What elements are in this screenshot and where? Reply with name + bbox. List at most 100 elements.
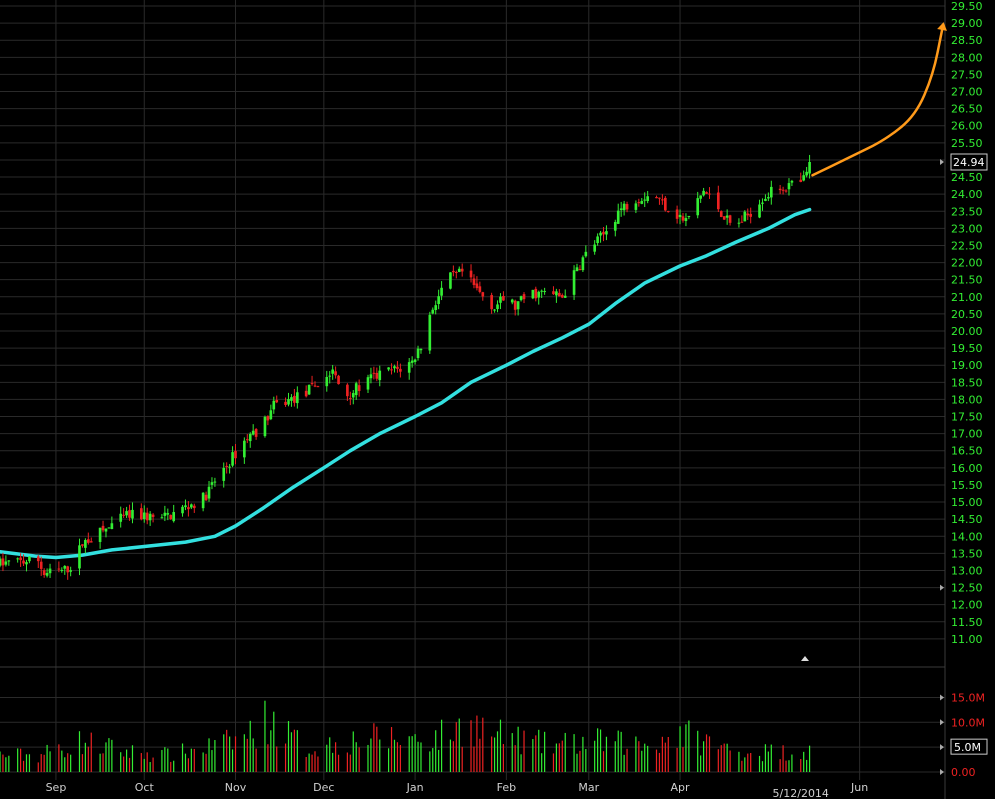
candle-body <box>390 369 393 371</box>
candle-body <box>522 294 526 300</box>
tick-pointer-icon <box>940 584 944 591</box>
candle-body <box>325 376 329 387</box>
last-price-label: 24.94 <box>953 156 985 169</box>
candle-body <box>449 272 452 289</box>
candle-body <box>131 509 134 519</box>
candle-body <box>60 569 64 571</box>
candle-body <box>625 204 629 210</box>
y-tick-label: 21.50 <box>951 274 983 287</box>
scroll-up-icon[interactable] <box>801 656 809 661</box>
candle-body <box>145 512 149 521</box>
candle-body <box>540 290 544 292</box>
y-tick-label: 12.00 <box>951 599 983 612</box>
candle-body <box>4 561 8 565</box>
tick-pointer-icon <box>940 769 944 775</box>
price-grid <box>0 0 945 667</box>
candle-body <box>413 359 417 362</box>
y-tick-label: 17.50 <box>951 411 983 424</box>
candle-body <box>210 482 214 485</box>
y-tick-label: 11.00 <box>951 633 983 646</box>
candle-body <box>437 296 440 305</box>
candle-body <box>452 270 455 273</box>
candle-body <box>428 314 432 351</box>
candle-body <box>399 368 402 372</box>
candle-body <box>251 430 255 435</box>
projection-curve <box>811 28 944 177</box>
candle-body <box>634 203 638 210</box>
candle-body <box>434 305 438 311</box>
candle-body <box>346 384 349 397</box>
candle-body <box>296 392 299 404</box>
candle-body <box>351 393 355 398</box>
candle-body <box>575 267 579 272</box>
candle-body <box>531 289 535 299</box>
candle-body <box>481 292 485 297</box>
last-price-box <box>950 153 988 171</box>
volume-tick-label: 5.0M <box>954 741 981 754</box>
projection-layer <box>811 22 947 177</box>
candle-body <box>125 511 128 516</box>
y-tick-label: 26.00 <box>951 120 983 133</box>
y-tick-label: 14.00 <box>951 530 983 543</box>
candle-body <box>719 211 723 217</box>
candle-body <box>328 375 332 377</box>
x-tick-label: Feb <box>497 781 516 794</box>
candle-body <box>787 183 791 190</box>
candle-body <box>192 505 196 509</box>
y-tick-label: 13.50 <box>951 547 983 560</box>
candle-body <box>802 175 806 181</box>
candle-body <box>181 506 184 514</box>
candle-body <box>266 416 270 421</box>
candle-body <box>234 450 237 459</box>
candle-body <box>722 216 726 220</box>
candle-body <box>740 221 744 223</box>
candle-body <box>799 179 803 182</box>
candle-body <box>16 558 19 560</box>
y-tick-label: 14.50 <box>951 513 983 526</box>
candle-body <box>781 189 785 191</box>
candle-body <box>375 372 379 379</box>
candle-body <box>599 232 602 236</box>
candle-body <box>658 197 661 199</box>
x-tick-label: Oct <box>135 781 155 794</box>
candle-body <box>184 505 187 508</box>
candle-body <box>263 416 267 437</box>
candle-body <box>349 397 352 399</box>
candle-body <box>19 557 22 561</box>
candle-body <box>687 215 691 217</box>
candle-body <box>163 512 167 516</box>
y-tick-label: 23.00 <box>951 222 983 235</box>
candle-body <box>354 383 358 396</box>
moving-average-line <box>0 207 812 560</box>
candle-body <box>681 216 685 221</box>
candle-body <box>248 433 252 442</box>
candle-body <box>128 510 131 518</box>
candle-body <box>805 171 808 176</box>
candle-body <box>107 527 111 529</box>
candle-body <box>213 481 217 483</box>
candle-body <box>331 369 334 374</box>
candle-body <box>166 513 170 515</box>
y-tick-label: 28.50 <box>951 34 983 47</box>
x-tick-label: Jun <box>850 781 868 794</box>
candle-body <box>699 195 702 199</box>
candle-body <box>640 201 644 204</box>
candle-body <box>457 268 461 272</box>
candle-body <box>705 192 708 194</box>
candle-body <box>702 190 705 196</box>
candle-body <box>643 199 647 201</box>
y-tick-label: 19.50 <box>951 342 983 355</box>
candle-body <box>502 295 505 301</box>
candle-body <box>496 304 499 310</box>
y-tick-label: 16.50 <box>951 445 983 458</box>
candle-body <box>293 395 296 403</box>
candle-body <box>743 211 747 222</box>
candle-body <box>172 512 176 522</box>
candle-body <box>204 494 208 501</box>
candle-body <box>478 286 482 292</box>
candle-body <box>378 370 382 381</box>
y-tick-label: 18.50 <box>951 376 983 389</box>
candle-body <box>57 568 61 570</box>
last-price-marker: 24.94 <box>940 153 988 591</box>
candle-body <box>519 296 523 301</box>
